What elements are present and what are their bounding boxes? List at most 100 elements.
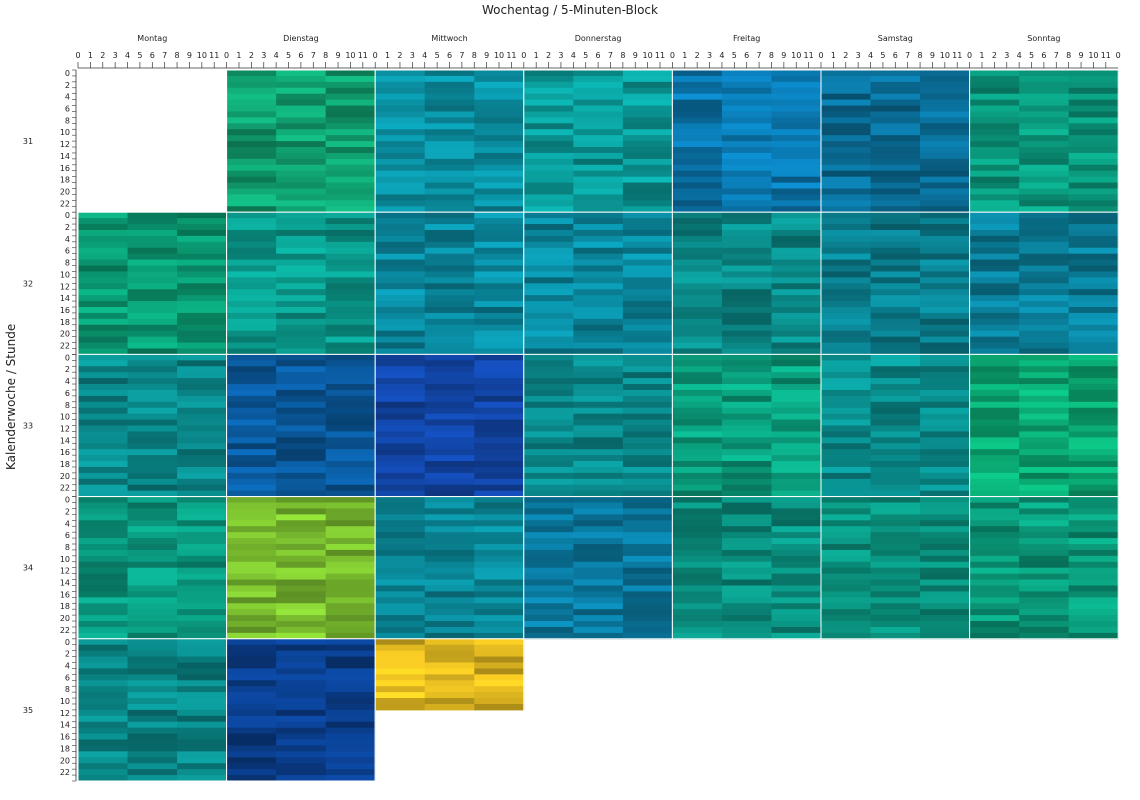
heatmap-block <box>1068 212 1119 219</box>
heatmap-cell-w32-sonntag <box>969 211 1119 355</box>
y-tick-label: 12 <box>60 424 70 433</box>
heatmap-block <box>375 514 426 521</box>
heatmap-block <box>672 384 723 391</box>
heatmap-block <box>573 324 624 332</box>
heatmap-block <box>325 632 376 640</box>
heatmap-block <box>870 389 921 397</box>
heatmap-block <box>771 164 822 172</box>
heatmap-block <box>1019 472 1070 480</box>
heatmap-block <box>375 384 426 391</box>
heatmap-block <box>226 348 277 355</box>
heatmap-block <box>622 301 673 308</box>
heatmap-block <box>127 757 178 764</box>
heatmap-block <box>177 526 228 533</box>
heatmap-block <box>920 259 971 267</box>
heatmap-block <box>226 638 277 646</box>
heatmap-block <box>276 419 327 426</box>
heatmap-block <box>969 218 1020 225</box>
x-tick-label: 10 <box>197 51 207 60</box>
heatmap-block <box>870 626 921 634</box>
heatmap-block <box>276 70 327 77</box>
heatmap-block <box>573 597 624 604</box>
heatmap-block <box>226 615 277 622</box>
y-tick-label: 12 <box>60 140 70 149</box>
heatmap-block <box>375 656 426 663</box>
heatmap-block <box>622 259 673 267</box>
heatmap-block <box>771 289 822 296</box>
heatmap-block <box>573 182 624 189</box>
heatmap-cell-w33-mittwoch <box>374 353 525 498</box>
heatmap-block <box>523 437 574 444</box>
heatmap-block <box>78 312 129 320</box>
heatmap-block <box>721 135 772 142</box>
heatmap-block <box>1019 490 1070 498</box>
heatmap-block <box>276 662 327 669</box>
heatmap-block <box>920 472 971 480</box>
heatmap-block <box>474 312 525 320</box>
heatmap-block <box>721 573 772 581</box>
heatmap-cell-w33-sonntag <box>969 353 1119 498</box>
heatmap-block <box>672 472 723 480</box>
heatmap-block <box>226 170 277 178</box>
heatmap-block <box>920 455 971 462</box>
heatmap-block <box>771 330 822 338</box>
heatmap-block <box>1068 75 1119 83</box>
heatmap-block <box>127 644 178 652</box>
heatmap-block <box>523 490 574 498</box>
heatmap-block <box>127 597 178 604</box>
heatmap-block <box>1019 295 1070 302</box>
heatmap-block <box>474 283 525 290</box>
heatmap-block <box>276 342 327 349</box>
heatmap-block <box>375 585 426 592</box>
heatmap-block <box>474 650 525 658</box>
heatmap-block <box>920 81 971 89</box>
heatmap-block <box>821 544 872 551</box>
heatmap-block <box>375 307 426 314</box>
heatmap-block <box>78 526 129 533</box>
heatmap-block <box>276 87 327 95</box>
heatmap-block <box>226 425 277 432</box>
heatmap-block <box>870 549 921 557</box>
heatmap-block <box>78 733 129 741</box>
heatmap-block <box>276 466 327 474</box>
heatmap-block <box>424 283 475 290</box>
heatmap-cell-w31-samstag <box>820 69 971 213</box>
x-tick-label: 8 <box>175 51 180 60</box>
heatmap-block <box>969 224 1020 231</box>
heatmap-block <box>573 508 624 515</box>
heatmap-block <box>672 378 723 385</box>
heatmap-block <box>177 413 228 421</box>
heatmap-block <box>375 544 426 551</box>
heatmap-block <box>1068 544 1119 551</box>
heatmap-block <box>375 372 426 379</box>
heatmap-block <box>325 277 376 284</box>
heatmap-block <box>573 443 624 450</box>
x-tick-label: 0 <box>818 51 823 60</box>
heatmap-block <box>1068 330 1119 338</box>
heatmap-block <box>573 632 624 640</box>
heatmap-block <box>177 472 228 480</box>
heatmap-cell-w33-freitag <box>671 353 822 498</box>
heatmap-block <box>226 336 277 344</box>
heatmap-block <box>177 502 228 509</box>
heatmap-block <box>771 526 822 533</box>
heatmap-block <box>969 478 1020 486</box>
heatmap-block <box>622 496 673 504</box>
heatmap-block <box>523 443 574 450</box>
heatmap-block <box>573 253 624 261</box>
heatmap-block <box>474 455 525 462</box>
heatmap-block <box>920 105 971 112</box>
heatmap-block <box>325 472 376 480</box>
heatmap-block <box>870 401 921 409</box>
heatmap-block <box>1068 336 1119 344</box>
heatmap-cell-w33-dienstag <box>226 353 376 498</box>
heatmap-block <box>424 419 475 426</box>
heatmap-block <box>969 603 1020 610</box>
heatmap-block <box>821 502 872 509</box>
heatmap-block <box>375 224 426 231</box>
heatmap-block <box>474 603 525 610</box>
heatmap-block <box>276 407 327 415</box>
heatmap-block <box>523 105 574 112</box>
heatmap-block <box>325 555 376 563</box>
heatmap-block <box>870 135 921 142</box>
